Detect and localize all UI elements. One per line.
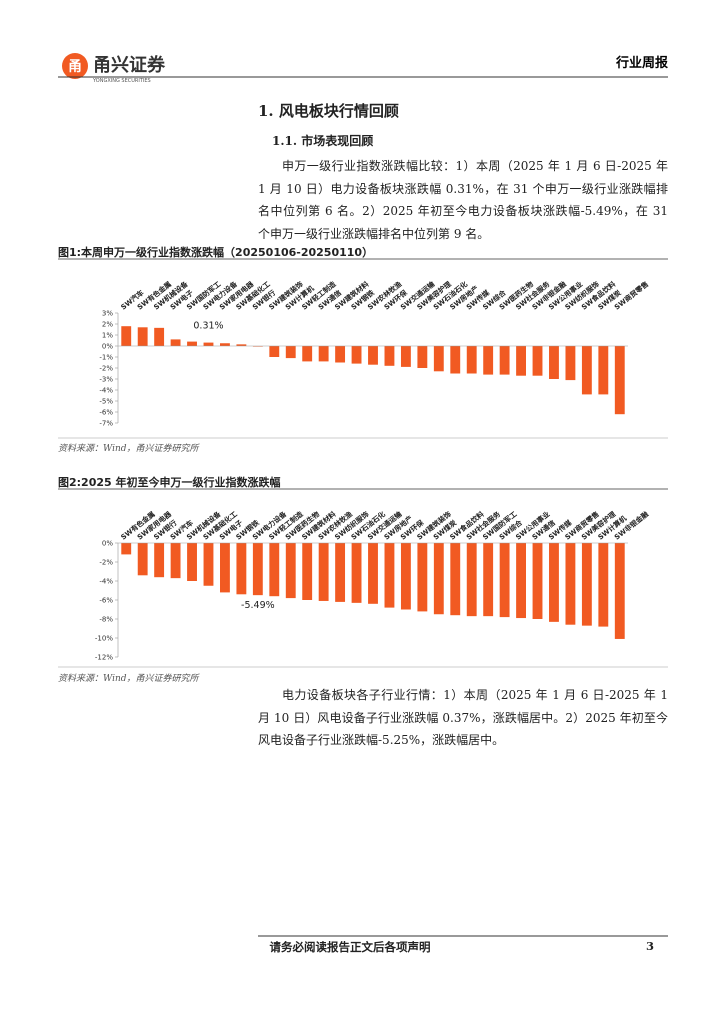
y-tick-label: -2% xyxy=(99,559,113,567)
bar xyxy=(565,543,576,625)
bar xyxy=(335,346,346,363)
bar xyxy=(368,346,378,365)
bar xyxy=(285,543,296,599)
bar xyxy=(170,339,181,346)
logo-icon xyxy=(62,53,88,79)
y-tick-label: -1% xyxy=(99,354,113,362)
bar xyxy=(285,346,296,359)
bar xyxy=(220,543,230,593)
bar xyxy=(302,543,313,600)
bar xyxy=(499,346,510,375)
bar xyxy=(581,346,592,395)
data-label: 0.31% xyxy=(193,321,223,332)
y-tick-label: 2% xyxy=(102,321,113,329)
bar xyxy=(269,346,280,357)
figure-caption: 图1:本周申万一级行业指数涨跌幅（20250106-20250110） xyxy=(58,246,374,259)
paragraph: 电力设备板块各子行业行情：1）本周（2025 年 1 月 6 日-2025 年 … xyxy=(258,688,668,747)
bar xyxy=(466,543,477,617)
bar xyxy=(121,543,132,555)
bar xyxy=(187,341,197,346)
bar xyxy=(269,543,280,597)
bar xyxy=(220,343,230,346)
bar xyxy=(598,346,609,395)
y-tick-label: -4% xyxy=(99,578,113,586)
y-tick-label: -8% xyxy=(99,616,113,624)
figure-caption: 图2:2025 年初至今申万一级行业指数涨跌幅 xyxy=(58,476,281,489)
bar xyxy=(549,543,559,622)
bar xyxy=(483,346,494,375)
y-tick-label: 3% xyxy=(102,310,113,318)
bar xyxy=(433,346,444,372)
y-tick-label: -3% xyxy=(99,376,113,384)
bar xyxy=(154,543,165,578)
bar xyxy=(318,346,329,362)
section-heading: 1. 风电板块行情回顾 xyxy=(258,102,399,120)
bar xyxy=(417,543,428,612)
bar xyxy=(351,543,362,603)
bar xyxy=(203,342,214,346)
y-tick-label: 0% xyxy=(102,540,113,548)
bar xyxy=(137,543,148,576)
figure-source: 资料来源：Wind，甬兴证券研究所 xyxy=(58,444,199,454)
bar xyxy=(187,543,197,581)
logo-en: YONGXING SECURITIES xyxy=(92,78,151,84)
bar xyxy=(466,346,477,374)
bar xyxy=(581,543,592,626)
bar xyxy=(170,543,181,579)
bar xyxy=(450,346,461,374)
bar xyxy=(614,543,625,639)
bar xyxy=(384,346,395,366)
bar xyxy=(318,543,329,601)
bar xyxy=(121,326,132,346)
bar xyxy=(351,346,362,364)
bar xyxy=(236,344,247,346)
bar xyxy=(598,543,609,627)
bar xyxy=(516,543,526,619)
bar xyxy=(335,543,346,602)
charts: 3%2%1%0%-1%-2%-3%-4%-5%-6%-7%SW汽车SW有色金属S… xyxy=(95,279,650,662)
bar xyxy=(516,346,526,376)
bar xyxy=(417,346,428,368)
paragraph: 申万一级行业指数涨跌幅比较：1）本周（2025 年 1 月 6 日-2025 年… xyxy=(258,159,668,241)
bar xyxy=(483,543,494,617)
y-tick-label: 0% xyxy=(102,343,113,351)
section-subheading: 1.1. 市场表现回顾 xyxy=(272,134,374,148)
y-tick-label: -2% xyxy=(99,365,113,373)
figure-source: 资料来源：Wind，甬兴证券研究所 xyxy=(58,674,199,684)
y-tick-label: -12% xyxy=(95,654,113,662)
bar xyxy=(499,543,510,618)
bar xyxy=(549,346,559,379)
bar xyxy=(400,346,411,367)
logo-cn: 甬兴证券 xyxy=(93,54,166,76)
bar xyxy=(400,543,411,610)
bar xyxy=(532,346,543,376)
y-tick-label: -4% xyxy=(99,387,113,395)
page-number: 3 xyxy=(646,939,655,953)
bar xyxy=(450,543,461,616)
bar xyxy=(154,327,165,346)
report-type: 行业周报 xyxy=(615,55,669,71)
logo-mark: 甬 xyxy=(68,59,82,75)
bar xyxy=(565,346,576,381)
y-tick-label: -6% xyxy=(99,409,113,417)
bar xyxy=(532,543,543,619)
data-label: -5.49% xyxy=(241,600,275,611)
bar xyxy=(137,327,148,346)
y-tick-label: 1% xyxy=(102,332,113,340)
bar xyxy=(203,543,214,586)
bar xyxy=(302,346,313,362)
y-tick-label: -7% xyxy=(99,420,113,428)
bar xyxy=(252,543,263,596)
bar xyxy=(433,543,444,615)
bar xyxy=(384,543,395,608)
bar xyxy=(368,543,378,604)
bar xyxy=(236,543,247,595)
bar xyxy=(614,346,625,415)
y-tick-label: -10% xyxy=(95,635,113,643)
y-tick-label: -5% xyxy=(99,398,113,406)
footer-disclaimer: 请务必阅读报告正文后各项声明 xyxy=(269,940,431,954)
y-tick-label: -6% xyxy=(99,597,113,605)
